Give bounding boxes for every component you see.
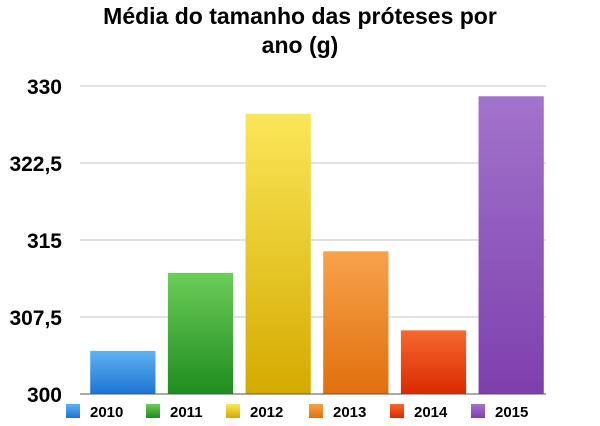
legend-item-2012: 2012	[226, 404, 283, 421]
chart-title-line-2: ano (g)	[262, 32, 339, 58]
bar-2011	[167, 272, 234, 394]
legend-swatch	[226, 404, 240, 418]
legend-item-2011: 2011	[146, 404, 203, 421]
legend-item-2013: 2013	[309, 404, 366, 421]
legend-label: 2013	[333, 404, 366, 421]
y-tick-label: 315	[27, 230, 62, 253]
legend-swatch	[146, 404, 160, 418]
y-axis-ticks: 300 307,5 315 322,5 330	[9, 76, 62, 407]
legend-label: 2012	[250, 404, 283, 421]
legend-item-2010: 2010	[66, 404, 123, 421]
bar-2013	[323, 251, 389, 394]
bar-2014	[400, 330, 467, 394]
legend-swatch	[66, 404, 80, 418]
bar-2010	[90, 350, 156, 394]
y-tick-label: 322,5	[9, 153, 62, 176]
y-tick-label: 300	[27, 384, 62, 407]
legend-label: 2014	[414, 404, 448, 421]
legend-label: 2015	[495, 404, 528, 421]
legend-label: 2011	[170, 404, 203, 421]
bar-2012	[245, 113, 311, 394]
legend-label: 2010	[90, 404, 123, 421]
legend: 2010 2011 2012 2013 2014 2015	[66, 404, 528, 421]
y-tick-label: 307,5	[9, 307, 62, 330]
bar-2015	[478, 96, 544, 395]
gridlines	[80, 85, 546, 318]
legend-swatch	[309, 404, 323, 418]
chart-title-line-1: Média do tamanho das próteses por	[103, 3, 497, 29]
legend-item-2014: 2014	[390, 404, 448, 421]
legend-swatch	[390, 404, 404, 418]
bars	[90, 96, 544, 395]
legend-item-2015: 2015	[471, 404, 528, 421]
legend-swatch	[471, 404, 485, 418]
y-tick-label: 330	[27, 76, 62, 99]
